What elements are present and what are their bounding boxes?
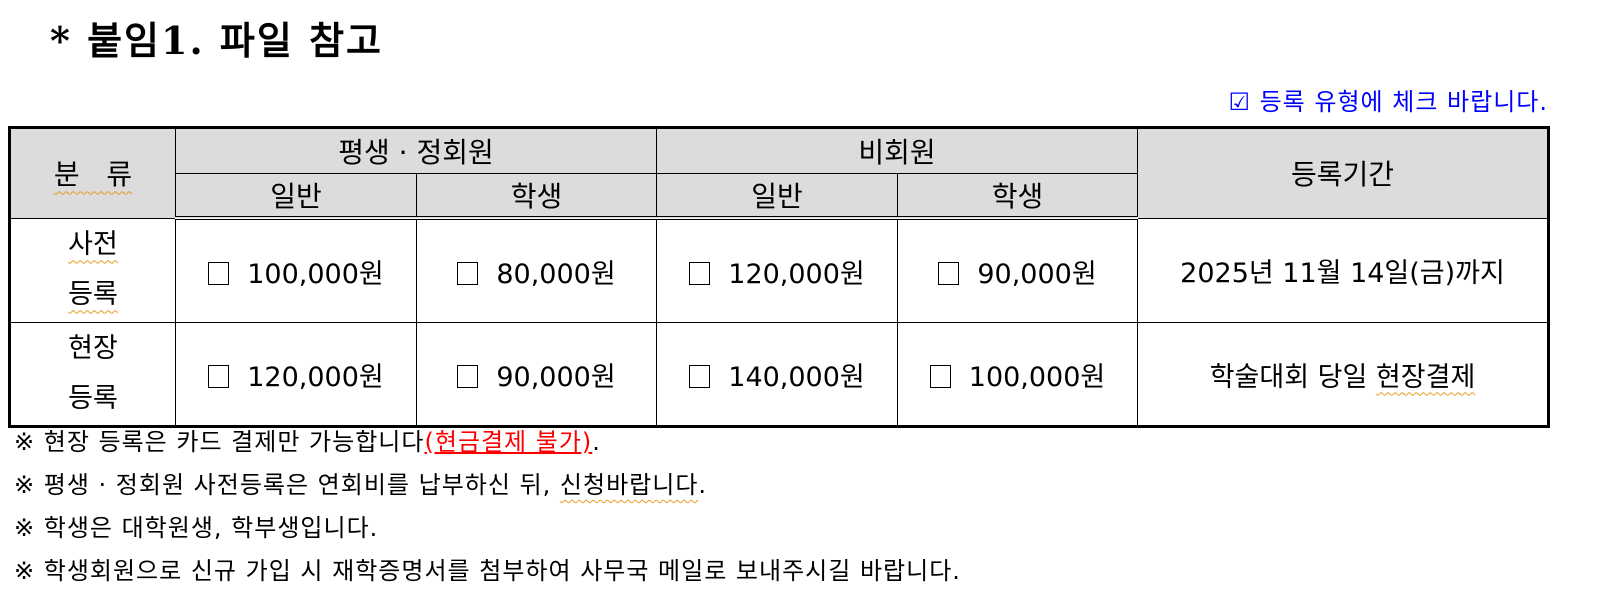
checkbox-icon[interactable] [689,261,711,285]
table-row: 사전 등록 100,000원 80,000원 120,000원 90,000원 2… [9,217,1549,323]
category-header: 분 류 [9,127,176,219]
price-option[interactable]: 120,000원 [175,322,417,427]
page-title: * 붙임1. 파일 참고 [50,18,383,63]
checkbox-icon[interactable] [929,364,951,388]
notes: ※ 현장 등록은 카드 결제만 가능합니다(현금결제 불가). ※ 평생 · 정… [14,422,961,594]
group-header-member: 평생 · 정회원 [174,127,658,174]
price-option[interactable]: 90,000원 [415,322,658,427]
checkbox-icon[interactable] [689,364,711,388]
sub-header: 학생 [415,173,658,220]
period-cell: 2025년 11월 14일(금)까지 [1137,217,1549,323]
sub-header: 일반 [175,173,417,220]
price-option[interactable]: 120,000원 [656,217,899,323]
checkbox-icon[interactable] [208,364,230,388]
price-option[interactable]: 100,000원 [897,322,1139,427]
sub-header: 학생 [897,173,1139,220]
registration-fee-table: 분 류 평생 · 정회원 비회원 등록기간 일반 학생 일반 학생 사전 등록 1… [8,126,1550,428]
checkbox-icon[interactable] [457,364,479,388]
note: ※ 학생회원으로 신규 가입 시 재학증명서를 첨부하여 사무국 메일로 보내주… [14,557,961,585]
checkbox-icon[interactable] [457,261,479,285]
row-label: 현장 등록 [9,322,176,427]
note: ※ 현장 등록은 카드 결제만 가능합니다(현금결제 불가). [14,428,601,456]
checkbox-icon[interactable] [938,261,960,285]
group-header-nonmember: 비회원 [656,127,1139,174]
price-option[interactable]: 80,000원 [415,217,658,323]
note: ※ 평생 · 정회원 사전등록은 연회비를 납부하신 뒤, 신청바랍니다. [14,471,708,499]
price-option[interactable]: 140,000원 [656,322,899,427]
table-row: 현장 등록 120,000원 90,000원 140,000원 100,000원 … [9,322,1549,427]
sub-header: 일반 [656,173,899,220]
period-header: 등록기간 [1137,127,1549,219]
period-cell: 학술대회 당일 현장결제 [1137,322,1549,427]
price-option[interactable]: 100,000원 [175,217,417,323]
checkbox-icon[interactable] [208,261,230,285]
note: ※ 학생은 대학원생, 학부생입니다. [14,514,379,542]
row-label: 사전 등록 [9,217,176,323]
price-option[interactable]: 90,000원 [897,217,1139,323]
check-instruction: ☑ 등록 유형에 체크 바랍니다. [1228,88,1548,116]
